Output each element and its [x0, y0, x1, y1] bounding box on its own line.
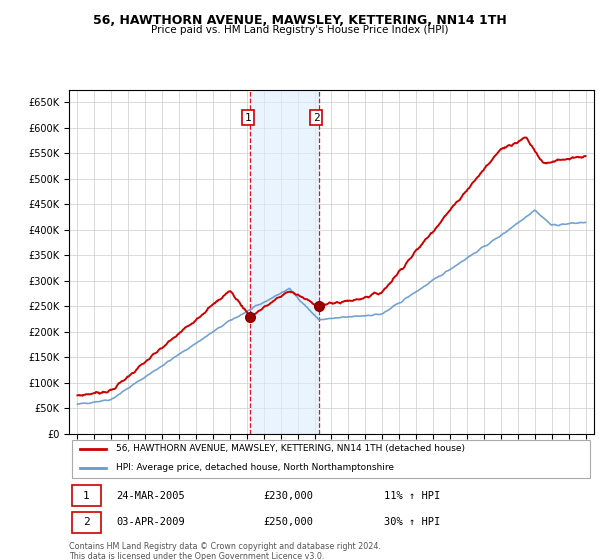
FancyBboxPatch shape [71, 485, 101, 506]
Text: 24-MAR-2005: 24-MAR-2005 [116, 491, 185, 501]
Text: Contains HM Land Registry data © Crown copyright and database right 2024.
This d: Contains HM Land Registry data © Crown c… [69, 542, 381, 560]
Text: 56, HAWTHORN AVENUE, MAWSLEY, KETTERING, NN14 1TH (detached house): 56, HAWTHORN AVENUE, MAWSLEY, KETTERING,… [116, 444, 465, 453]
Text: 56, HAWTHORN AVENUE, MAWSLEY, KETTERING, NN14 1TH: 56, HAWTHORN AVENUE, MAWSLEY, KETTERING,… [93, 14, 507, 27]
Text: 1: 1 [244, 113, 251, 123]
FancyBboxPatch shape [71, 512, 101, 533]
Text: 11% ↑ HPI: 11% ↑ HPI [384, 491, 440, 501]
Bar [250, 90, 319, 434]
FancyBboxPatch shape [71, 440, 590, 478]
Text: 1: 1 [83, 491, 89, 501]
Text: £250,000: £250,000 [263, 517, 313, 528]
Text: 30% ↑ HPI: 30% ↑ HPI [384, 517, 440, 528]
Text: 2: 2 [313, 113, 320, 123]
Text: Price paid vs. HM Land Registry's House Price Index (HPI): Price paid vs. HM Land Registry's House … [151, 25, 449, 35]
Text: HPI: Average price, detached house, North Northamptonshire: HPI: Average price, detached house, Nort… [116, 463, 394, 472]
Text: 03-APR-2009: 03-APR-2009 [116, 517, 185, 528]
Text: 2: 2 [83, 517, 89, 528]
Text: £230,000: £230,000 [263, 491, 313, 501]
